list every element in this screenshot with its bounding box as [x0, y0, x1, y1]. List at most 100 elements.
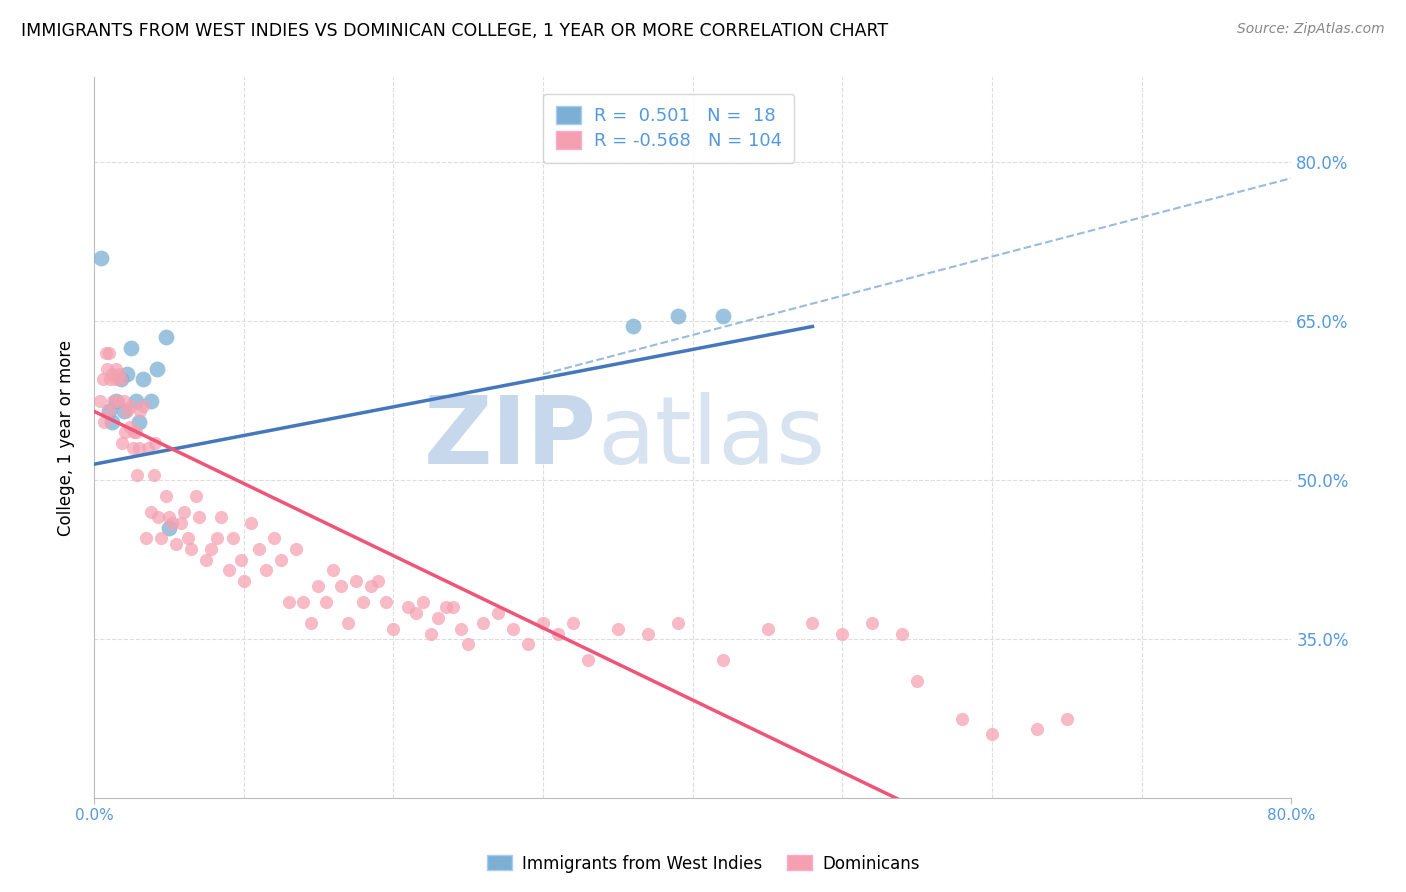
Point: [165, 537, 187, 551]
Point: [136, 442, 159, 456]
Point: [637, 627, 659, 641]
Point: [322, 563, 344, 577]
Text: Source: ZipAtlas.com: Source: ZipAtlas.com: [1237, 22, 1385, 37]
Point: [285, 541, 308, 556]
Point: [132, 399, 155, 413]
Point: [801, 616, 824, 631]
Point: [756, 622, 779, 636]
Point: [97, 404, 120, 418]
Text: IMMIGRANTS FROM WEST INDIES VS DOMINICAN COLLEGE, 1 YEAR OR MORE CORRELATION CHA: IMMIGRANTS FROM WEST INDIES VS DOMINICAN…: [21, 22, 889, 40]
Point: [308, 579, 330, 593]
Point: [195, 552, 218, 566]
Point: [396, 600, 419, 615]
Point: [132, 372, 155, 386]
Point: [128, 442, 150, 456]
Point: [441, 600, 464, 615]
Point: [329, 579, 352, 593]
Point: [472, 616, 495, 631]
Point: [374, 595, 396, 609]
Point: [981, 727, 1004, 741]
Point: [170, 516, 193, 530]
Point: [96, 362, 118, 376]
Point: [108, 367, 131, 381]
Point: [177, 532, 200, 546]
Text: atlas: atlas: [598, 392, 825, 483]
Point: [502, 622, 524, 636]
Point: [100, 372, 122, 386]
Point: [711, 309, 734, 323]
Point: [143, 436, 166, 450]
Point: [157, 510, 180, 524]
Point: [561, 616, 583, 631]
Point: [120, 399, 142, 413]
Point: [107, 393, 129, 408]
Point: [101, 367, 124, 381]
Point: [94, 346, 117, 360]
Point: [89, 393, 111, 408]
Point: [110, 372, 132, 386]
Point: [155, 330, 177, 344]
Point: [112, 393, 135, 408]
Point: [352, 595, 374, 609]
Point: [157, 521, 180, 535]
Point: [105, 393, 128, 408]
Point: [150, 532, 173, 546]
Point: [621, 319, 644, 334]
Point: [115, 404, 138, 418]
Point: [124, 425, 146, 440]
Point: [155, 489, 177, 503]
Point: [187, 510, 209, 524]
Point: [905, 674, 928, 689]
Point: [344, 574, 367, 588]
Point: [110, 372, 132, 386]
Point: [382, 622, 405, 636]
Point: [160, 516, 183, 530]
Point: [105, 362, 128, 376]
Point: [101, 415, 124, 429]
Point: [427, 611, 450, 625]
Point: [860, 616, 883, 631]
Point: [240, 516, 263, 530]
Point: [148, 510, 170, 524]
Point: [270, 552, 292, 566]
Point: [1056, 712, 1078, 726]
Point: [135, 532, 157, 546]
Point: [205, 532, 228, 546]
Point: [125, 393, 148, 408]
Point: [142, 467, 165, 482]
Point: [118, 420, 141, 434]
Point: [831, 627, 853, 641]
Point: [247, 541, 270, 556]
Point: [576, 653, 599, 667]
Point: [263, 532, 285, 546]
Point: [360, 579, 382, 593]
Point: [218, 563, 240, 577]
Point: [222, 532, 245, 546]
Point: [139, 393, 162, 408]
Legend: Immigrants from West Indies, Dominicans: Immigrants from West Indies, Dominicans: [479, 848, 927, 880]
Point: [277, 595, 299, 609]
Point: [173, 505, 195, 519]
Point: [91, 372, 114, 386]
Point: [531, 616, 554, 631]
Point: [666, 309, 689, 323]
Point: [112, 404, 135, 418]
Point: [711, 653, 734, 667]
Point: [180, 541, 202, 556]
Point: [209, 510, 232, 524]
Point: [405, 606, 427, 620]
Point: [337, 616, 360, 631]
Point: [184, 489, 207, 503]
Point: [103, 393, 125, 408]
Point: [891, 627, 914, 641]
Point: [232, 574, 254, 588]
Point: [315, 595, 337, 609]
Point: [299, 616, 322, 631]
Point: [1026, 722, 1049, 736]
Text: ZIP: ZIP: [425, 392, 598, 483]
Point: [97, 404, 120, 418]
Point: [120, 341, 142, 355]
Point: [104, 372, 127, 386]
Point: [229, 552, 252, 566]
Point: [419, 627, 441, 641]
